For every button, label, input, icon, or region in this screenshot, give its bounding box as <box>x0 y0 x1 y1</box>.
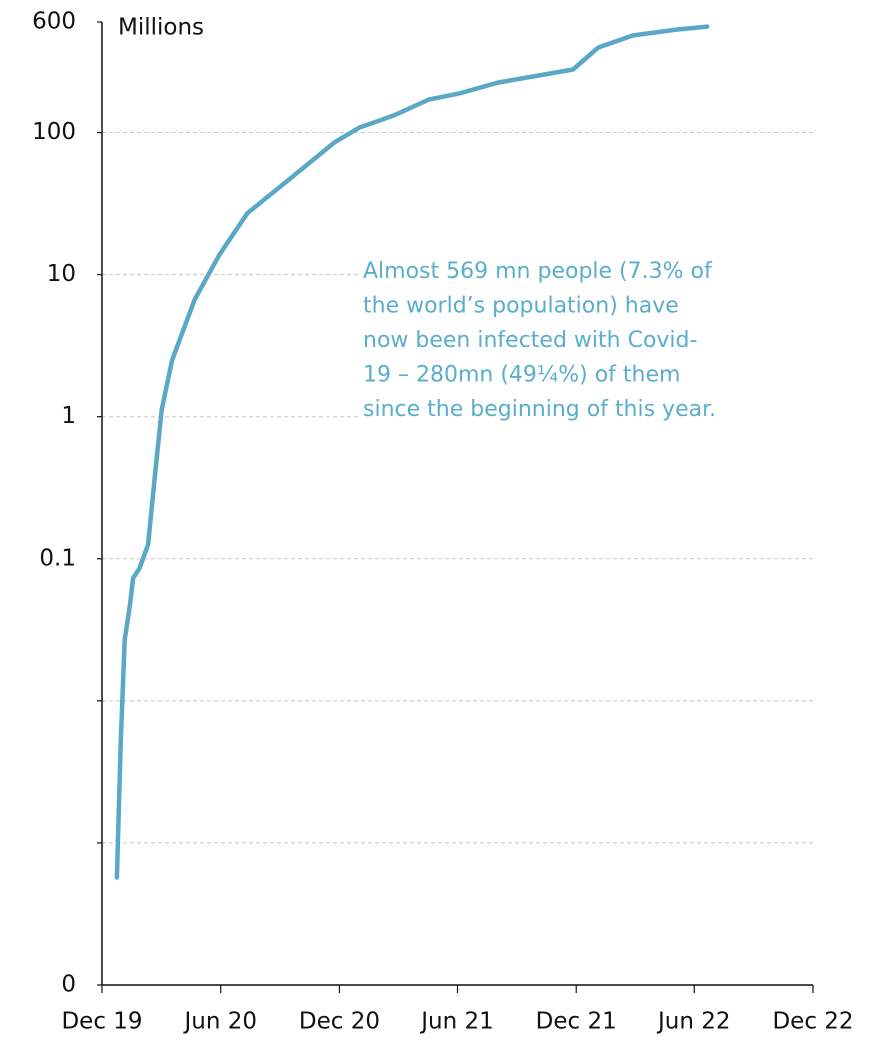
x-tick-label: Jun 22 <box>656 1009 731 1035</box>
series-line <box>114 24 710 880</box>
annotation: the world’s population) have <box>363 294 679 319</box>
y-tick-label: 600 <box>32 9 76 35</box>
x-tick-label: Dec 19 <box>61 1009 142 1035</box>
y-tick-label: 100 <box>32 119 76 145</box>
annotation: Almost 569 mn people (7.3% of <box>363 259 713 284</box>
x-tick-label: Jun 20 <box>182 1009 257 1035</box>
y-tick-label: 1 <box>61 403 76 429</box>
annotation: now been infected with Covid- <box>363 328 697 353</box>
y-tick-label: 0 <box>61 972 76 998</box>
annotation: 19 – 280mn (49¼%) of them <box>363 363 680 388</box>
y-unit-label: Millions <box>118 15 204 41</box>
y-tick-label: 0.1 <box>39 545 76 571</box>
annotation: since the beginning of this year. <box>363 397 716 422</box>
x-tick-label: Dec 22 <box>772 1009 853 1035</box>
y-tick-label: 10 <box>47 261 76 287</box>
x-tick-label: Dec 21 <box>536 1009 617 1035</box>
annotation-bg <box>360 245 820 425</box>
x-tick-label: Jun 21 <box>419 1009 494 1035</box>
x-tick-label: Dec 20 <box>299 1009 380 1035</box>
